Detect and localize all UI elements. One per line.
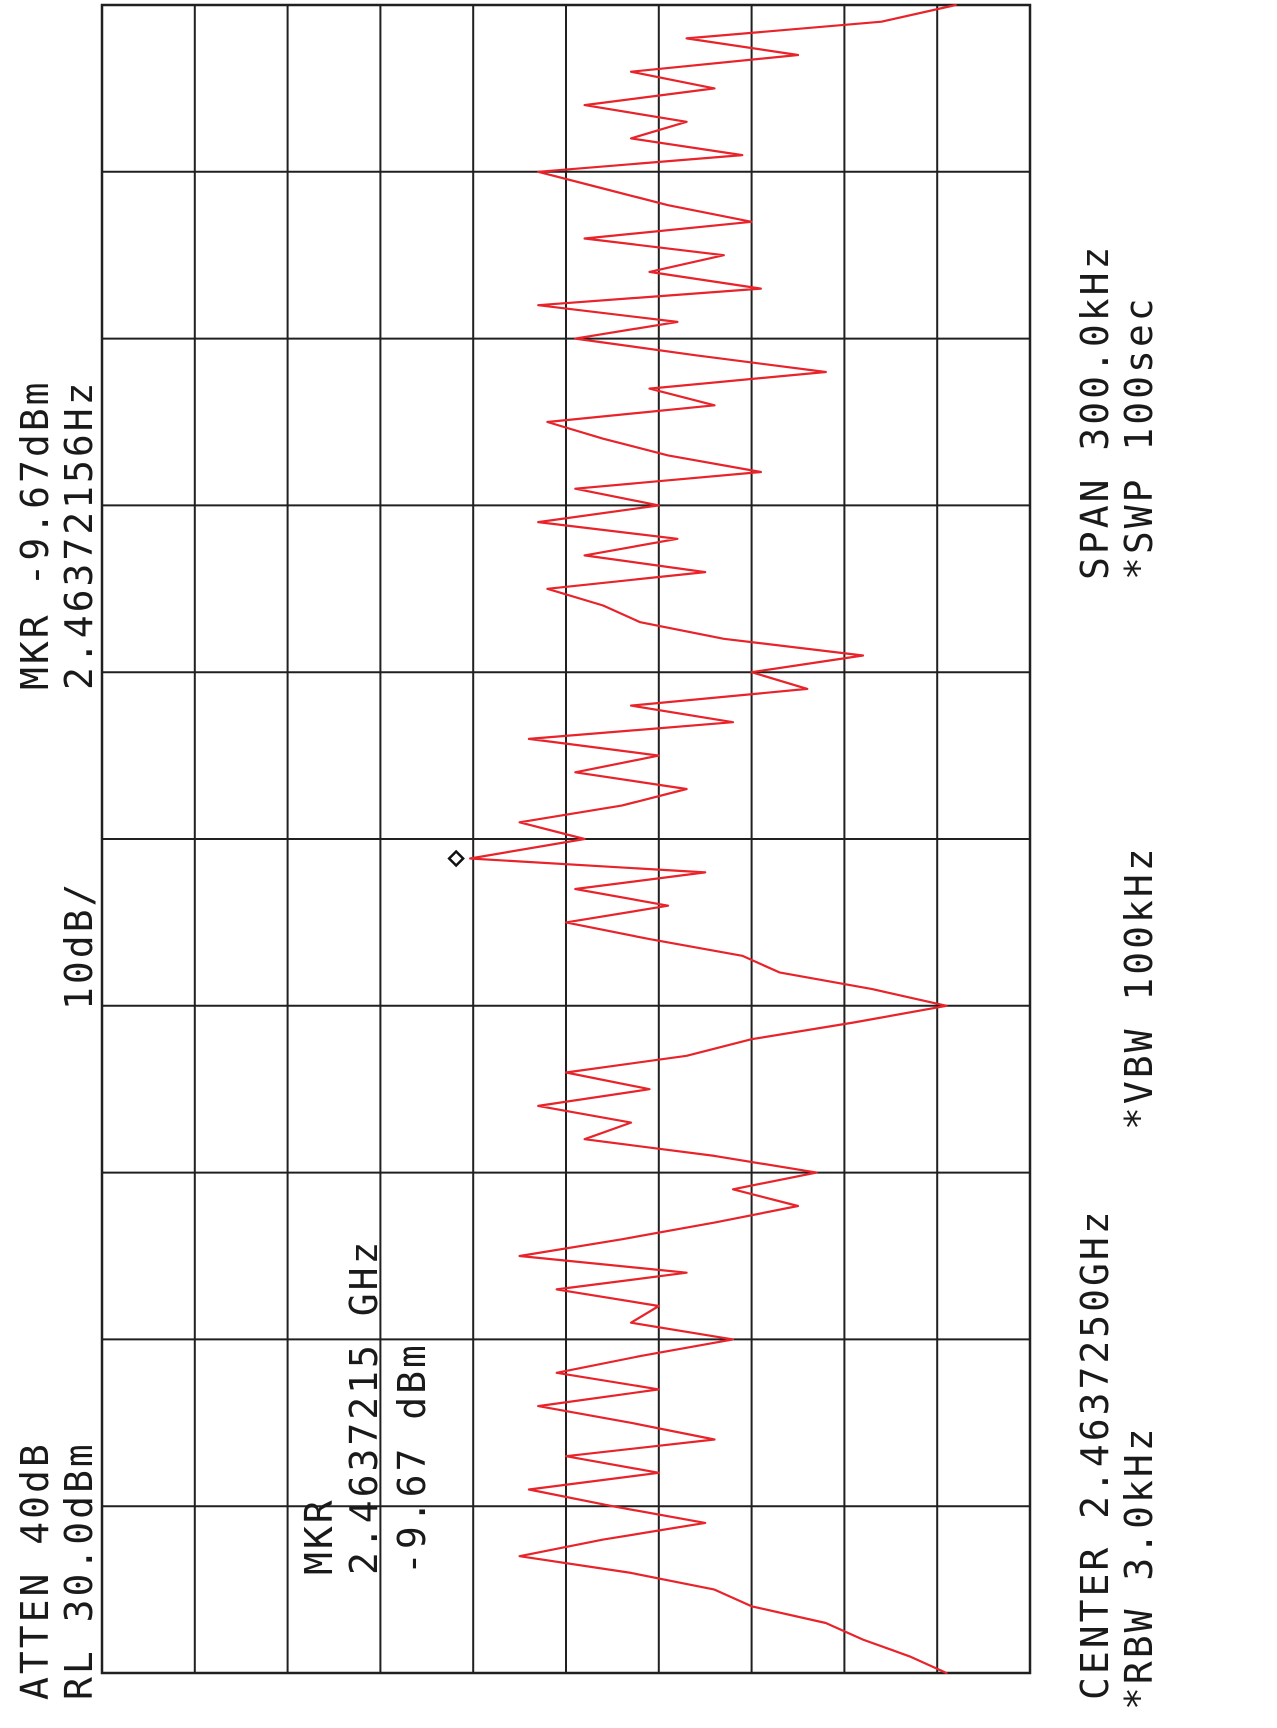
vbw-label: *VBW 100kHz bbox=[1117, 845, 1161, 1130]
sweep-time-label: *SWP 100sec bbox=[1117, 295, 1161, 580]
scale-label: 10dB/ bbox=[57, 881, 101, 1010]
marker-freq-label: 2.46372156Hz bbox=[57, 379, 101, 690]
marker-diamond-icon bbox=[447, 849, 465, 868]
graticule bbox=[102, 5, 1030, 1673]
marker-box-title: MKR bbox=[297, 1497, 341, 1575]
spectrum-trace bbox=[469, 3, 957, 1675]
marker-level-label: MKR -9.67dBm bbox=[13, 379, 57, 690]
atten-label: ATTEN 40dB bbox=[13, 1441, 57, 1700]
ref-level-label: RL 30.0dBm bbox=[57, 1441, 101, 1700]
marker-box-level: -9.67 dBm bbox=[390, 1342, 434, 1575]
center-freq-label: CENTER 2.4637250GHz bbox=[1073, 1208, 1117, 1700]
span-label: SPAN 300.0kHz bbox=[1073, 244, 1117, 580]
rbw-label: *RBW 3.0kHz bbox=[1117, 1425, 1161, 1710]
plot-frame bbox=[100, 3, 1032, 1675]
marker-box-frequency: 2.4637215 GHz bbox=[342, 1239, 386, 1575]
